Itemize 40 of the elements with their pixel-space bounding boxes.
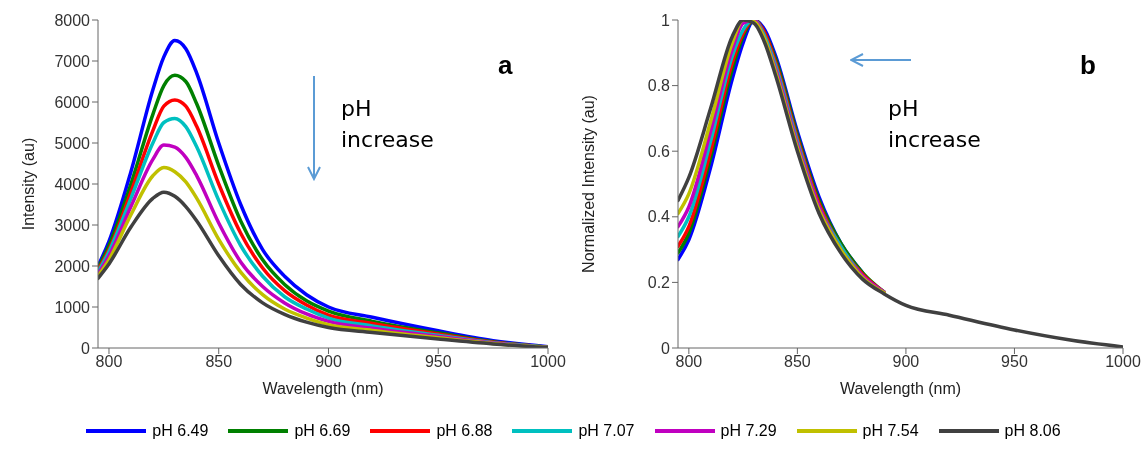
y-tick-label: 3000 [54,216,91,234]
y-tick-label: 0.2 [647,274,671,292]
x-tick-label: 900 [892,353,920,371]
y-tick-label: 6000 [54,93,91,111]
x-tick-label: 1000 [1105,353,1141,371]
x-tick-label: 850 [205,353,233,371]
legend-label: pH 7.07 [578,422,635,440]
x-axis-title: Wavelength (nm) [839,380,962,397]
x-tick-label: 950 [424,353,452,371]
x-tick-label: 900 [315,353,342,371]
x-tick-label: 1000 [530,353,566,371]
x-tick-label: 800 [95,353,123,371]
legend-label: pH 7.54 [862,422,919,440]
annotation: pH increase [888,95,982,154]
y-tick-label: 0 [661,339,671,357]
x-axis-title: Wavelength (nm) [262,380,384,397]
y-tick-label: 8000 [54,11,91,29]
legend-label: pH 6.88 [436,422,493,440]
y-tick-label: 0.6 [647,142,671,160]
y-axis-title: Intensity (au) [19,137,37,231]
x-tick-label: 800 [675,353,703,371]
legend-label: pH 6.69 [294,422,351,440]
y-tick-label: 0.8 [647,77,671,95]
y-tick-label: 1 [661,11,671,29]
y-tick-label: 7000 [54,52,91,70]
x-tick-label: 850 [784,353,811,371]
y-tick-label: 0 [81,339,91,357]
y-tick-label: 4000 [54,175,91,193]
legend-label: pH 6.49 [152,422,209,440]
annotation: b [1080,50,1096,81]
annotation: a [498,50,513,81]
y-tick-label: 5000 [54,134,91,152]
legend-label: pH 8.06 [1004,422,1061,440]
y-tick-label: 0.4 [647,208,671,226]
legend-label: pH 7.29 [720,422,777,440]
y-tick-label: 2000 [54,257,91,275]
annotation: pH increase [341,95,435,154]
y-axis-title: Normalized Intensity (au) [579,95,597,273]
y-tick-label: 1000 [54,298,91,316]
x-tick-label: 950 [1001,353,1028,371]
